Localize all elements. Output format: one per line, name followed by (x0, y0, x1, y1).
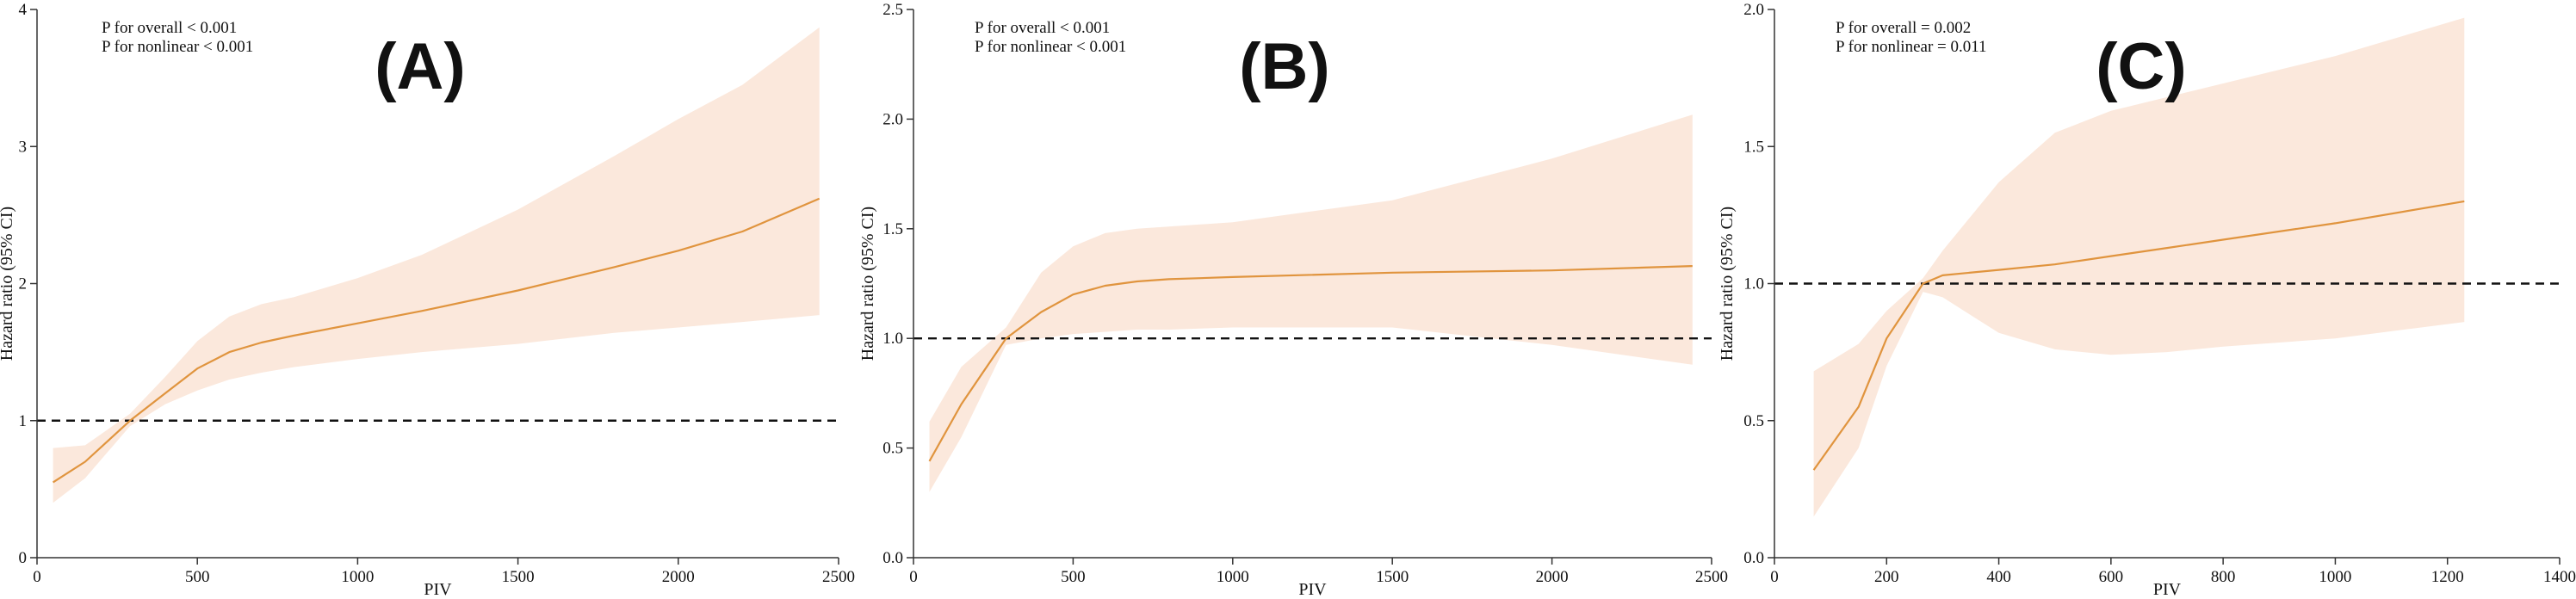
y-tick-label-c: 0.0 (1743, 549, 1764, 567)
panel-letter-b: (B) (1239, 30, 1330, 103)
x-axis-title-a: PIV (424, 580, 452, 599)
y-tick-label-b: 0.5 (882, 440, 903, 458)
y-tick-label-c: 2.0 (1743, 1, 1764, 19)
hazard-ratio-curve-c (1812, 200, 2465, 471)
y-tick-label-a: 1 (19, 412, 28, 430)
x-tick-label-c: 1200 (2431, 568, 2464, 586)
ci-band-a (53, 27, 820, 503)
y-axis-title-b: Hazard ratio (95% CI) (858, 207, 877, 361)
hazard-ratio-curve-b (928, 265, 1693, 462)
panel-c: 0 200 400 600 800 1000 1200 1400 0.0 0.5 1.0 1.5 2.0… (1718, 1, 2576, 599)
y-tick-label-b: 2.0 (882, 110, 903, 128)
p-value-annotation-b: P for overall < 0.001 (975, 19, 1110, 37)
x-tick-label-a: 2000 (662, 568, 695, 586)
y-tick-label-b: 1.0 (882, 330, 903, 348)
y-tick-label-b: 2.5 (882, 1, 903, 19)
y-tick-label-b: 1.5 (882, 220, 903, 238)
x-tick-label-c: 1400 (2543, 568, 2576, 586)
x-tick-label-b: 2500 (1695, 568, 1728, 586)
x-tick-label-a: 0 (33, 568, 41, 586)
panel-letter-a: (A) (375, 30, 466, 103)
x-tick-label-c: 0 (1770, 568, 1779, 586)
x-tick-label-a: 500 (185, 568, 210, 586)
hazard-ratio-curve-a (53, 197, 820, 484)
x-tick-label-a: 1000 (341, 568, 374, 586)
x-axis-title-c: PIV (2153, 580, 2182, 599)
y-tick-label-c: 0.5 (1743, 412, 1764, 430)
x-tick-label-c: 600 (2099, 568, 2124, 586)
x-tick-label-b: 2000 (1536, 568, 1569, 586)
p-value-annotation-b: P for nonlinear < 0.001 (975, 38, 1126, 56)
x-tick-label-b: 500 (1061, 568, 1086, 586)
x-tick-label-c: 400 (1986, 568, 2011, 586)
y-tick-label-a: 2 (19, 275, 28, 293)
x-tick-label-c: 1000 (2319, 568, 2351, 586)
x-tick-label-b: 1000 (1217, 568, 1249, 586)
y-tick-label-c: 1.5 (1743, 138, 1764, 156)
p-value-annotation-c: P for overall = 0.002 (1836, 19, 1971, 37)
ci-band-c (1813, 17, 2465, 517)
y-tick-label-a: 3 (19, 138, 28, 156)
p-value-annotation-c: P for nonlinear = 0.011 (1836, 38, 1987, 56)
x-tick-label-c: 200 (1874, 568, 1899, 586)
x-tick-label-c: 800 (2211, 568, 2236, 586)
p-value-annotation-a: P for nonlinear < 0.001 (102, 38, 253, 56)
ci-band-b (929, 114, 1693, 492)
p-value-annotation-a: P for overall < 0.001 (102, 19, 237, 37)
x-axis-title-b: PIV (1298, 580, 1327, 599)
y-axis-title-c: Hazard ratio (95% CI) (1718, 207, 1737, 361)
x-tick-label-a: 1500 (502, 568, 535, 586)
panel-a: 0 500 1000 1500 2000 2500 0 1 2 3 4 PIV Hazard ratio… (0, 1, 855, 599)
y-tick-label-a: 4 (19, 1, 28, 19)
y-tick-label-c: 1.0 (1743, 275, 1764, 293)
y-tick-label-a: 0 (19, 549, 28, 567)
x-tick-label-b: 1500 (1376, 568, 1409, 586)
x-tick-label-b: 0 (909, 568, 918, 586)
y-tick-label-b: 0.0 (882, 549, 903, 567)
panel-b: 0 500 1000 1500 2000 2500 0.0 0.5 1.0 1.5 2.0 2.5 PI… (858, 1, 1728, 599)
y-axis-title-a: Hazard ratio (95% CI) (0, 207, 16, 361)
x-tick-label-a: 2500 (822, 568, 855, 586)
panel-letter-c: (C) (2096, 30, 2187, 103)
